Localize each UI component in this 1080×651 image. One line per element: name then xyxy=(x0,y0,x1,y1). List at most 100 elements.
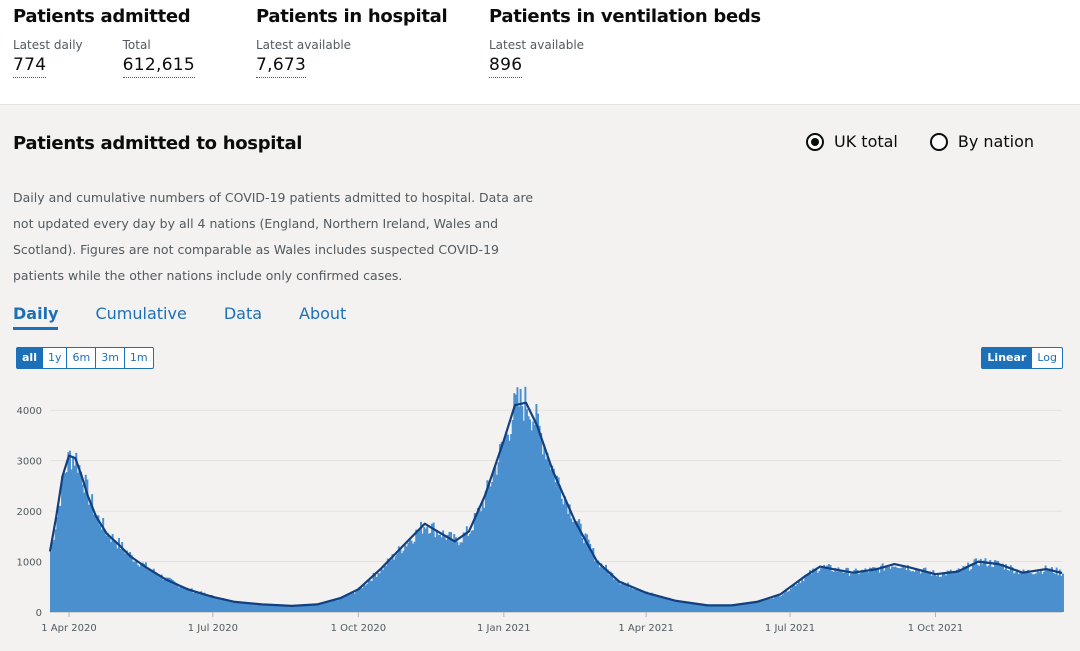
daily-bar xyxy=(385,566,388,612)
daily-bar xyxy=(356,590,359,612)
in-hospital-value[interactable]: 7,673 xyxy=(256,55,307,78)
daily-bar xyxy=(897,568,900,612)
daily-bar xyxy=(965,565,968,612)
y-tick-label: 3000 xyxy=(17,457,42,468)
chart-svg[interactable]: 0 1000 2000 3000 4000 1 Apr 2020 1 Jul 2020 1 O… xyxy=(0,375,1080,651)
daily-bar xyxy=(401,553,404,612)
daily-bar xyxy=(673,600,675,612)
daily-bar xyxy=(314,604,317,612)
range-6m-button[interactable]: 6m xyxy=(66,348,95,368)
daily-bar xyxy=(176,583,179,612)
daily-bar xyxy=(1012,573,1015,612)
daily-bar xyxy=(366,583,369,612)
daily-bar xyxy=(1046,570,1049,612)
tab-data[interactable]: Data xyxy=(223,304,263,323)
range-3m-button[interactable]: 3m xyxy=(95,348,124,368)
daily-bar xyxy=(157,576,160,612)
daily-bar xyxy=(744,603,747,612)
daily-bar xyxy=(671,599,674,612)
radio-unchecked-icon[interactable] xyxy=(929,132,948,151)
daily-bar xyxy=(660,595,663,612)
daily-bar xyxy=(285,605,288,612)
tab-cumulative[interactable]: Cumulative xyxy=(95,304,187,323)
daily-bar xyxy=(315,604,318,612)
daily-bar xyxy=(225,598,228,612)
daily-bar xyxy=(155,573,158,612)
daily-bar xyxy=(290,606,293,612)
daily-bar xyxy=(578,519,581,612)
range-1m-button[interactable]: 1m xyxy=(123,348,153,368)
range-all-button[interactable]: all xyxy=(17,348,42,368)
daily-bar xyxy=(65,472,68,612)
daily-bar xyxy=(892,566,895,612)
daily-bar xyxy=(265,604,268,612)
admissions-chart[interactable]: 0 1000 2000 3000 4000 1 Apr 2020 1 Jul 2020 1 O… xyxy=(0,375,1080,651)
daily-bar xyxy=(541,454,544,612)
daily-bar xyxy=(867,572,870,612)
daily-bar xyxy=(639,590,642,612)
daily-bar xyxy=(363,584,366,612)
daily-bar xyxy=(728,605,731,612)
daily-bar xyxy=(579,523,582,612)
daily-bar xyxy=(684,602,687,612)
daily-bar xyxy=(502,444,505,612)
daily-bar xyxy=(443,535,446,612)
daily-bar xyxy=(658,597,661,612)
daily-bar xyxy=(117,538,120,612)
daily-bar xyxy=(963,566,966,612)
daily-bar xyxy=(848,575,851,612)
daily-bar xyxy=(299,605,302,612)
daily-bar xyxy=(638,591,641,612)
range-1y-button[interactable]: 1y xyxy=(41,348,67,368)
ventilation-value[interactable]: 896 xyxy=(489,55,523,78)
daily-bar xyxy=(266,604,269,612)
tab-daily[interactable]: Daily xyxy=(13,304,59,330)
daily-bar xyxy=(440,537,443,612)
daily-bar xyxy=(570,518,573,612)
daily-bar xyxy=(499,444,502,612)
daily-bar xyxy=(628,587,631,612)
daily-bar xyxy=(179,586,182,612)
y-tick-label: 1000 xyxy=(17,558,42,569)
daily-bar xyxy=(537,413,540,612)
daily-bar xyxy=(306,605,309,612)
daily-bar xyxy=(649,593,652,612)
tab-about[interactable]: About xyxy=(299,304,347,323)
daily-bar xyxy=(80,471,83,612)
daily-bar xyxy=(696,604,699,612)
admitted-total-value[interactable]: 612,615 xyxy=(122,55,196,78)
radio-by-nation[interactable]: By nation xyxy=(929,132,1034,151)
daily-bar xyxy=(95,515,98,612)
radio-uk-total[interactable]: UK total xyxy=(806,132,898,151)
daily-bar xyxy=(1057,575,1060,612)
daily-bar xyxy=(767,597,770,612)
admitted-daily-value[interactable]: 774 xyxy=(13,55,47,78)
scale-linear-button[interactable]: Linear xyxy=(982,348,1032,368)
x-tick-label: 1 Jul 2020 xyxy=(188,623,238,634)
scale-log-button[interactable]: Log xyxy=(1031,348,1062,368)
daily-bar xyxy=(378,573,381,612)
daily-bar xyxy=(149,569,152,612)
daily-bar xyxy=(247,603,250,612)
daily-bar xyxy=(565,500,568,612)
daily-bar xyxy=(51,541,54,612)
radio-checked-icon[interactable] xyxy=(806,132,824,151)
daily-bar xyxy=(103,529,106,612)
daily-bar xyxy=(627,582,630,612)
daily-bar xyxy=(763,599,766,612)
daily-bar xyxy=(655,594,658,612)
daily-bar xyxy=(666,598,669,612)
daily-bar xyxy=(519,388,522,612)
daily-bar xyxy=(320,603,323,612)
daily-bar xyxy=(99,525,101,612)
daily-bar xyxy=(661,597,664,612)
daily-bar xyxy=(249,603,252,612)
daily-bar xyxy=(133,561,136,612)
daily-bar xyxy=(394,556,397,612)
daily-bar xyxy=(668,597,671,612)
daily-bar xyxy=(701,604,704,612)
daily-bar xyxy=(263,605,266,612)
daily-bar xyxy=(998,564,1001,612)
daily-bar xyxy=(858,574,860,612)
daily-bar xyxy=(431,523,434,612)
